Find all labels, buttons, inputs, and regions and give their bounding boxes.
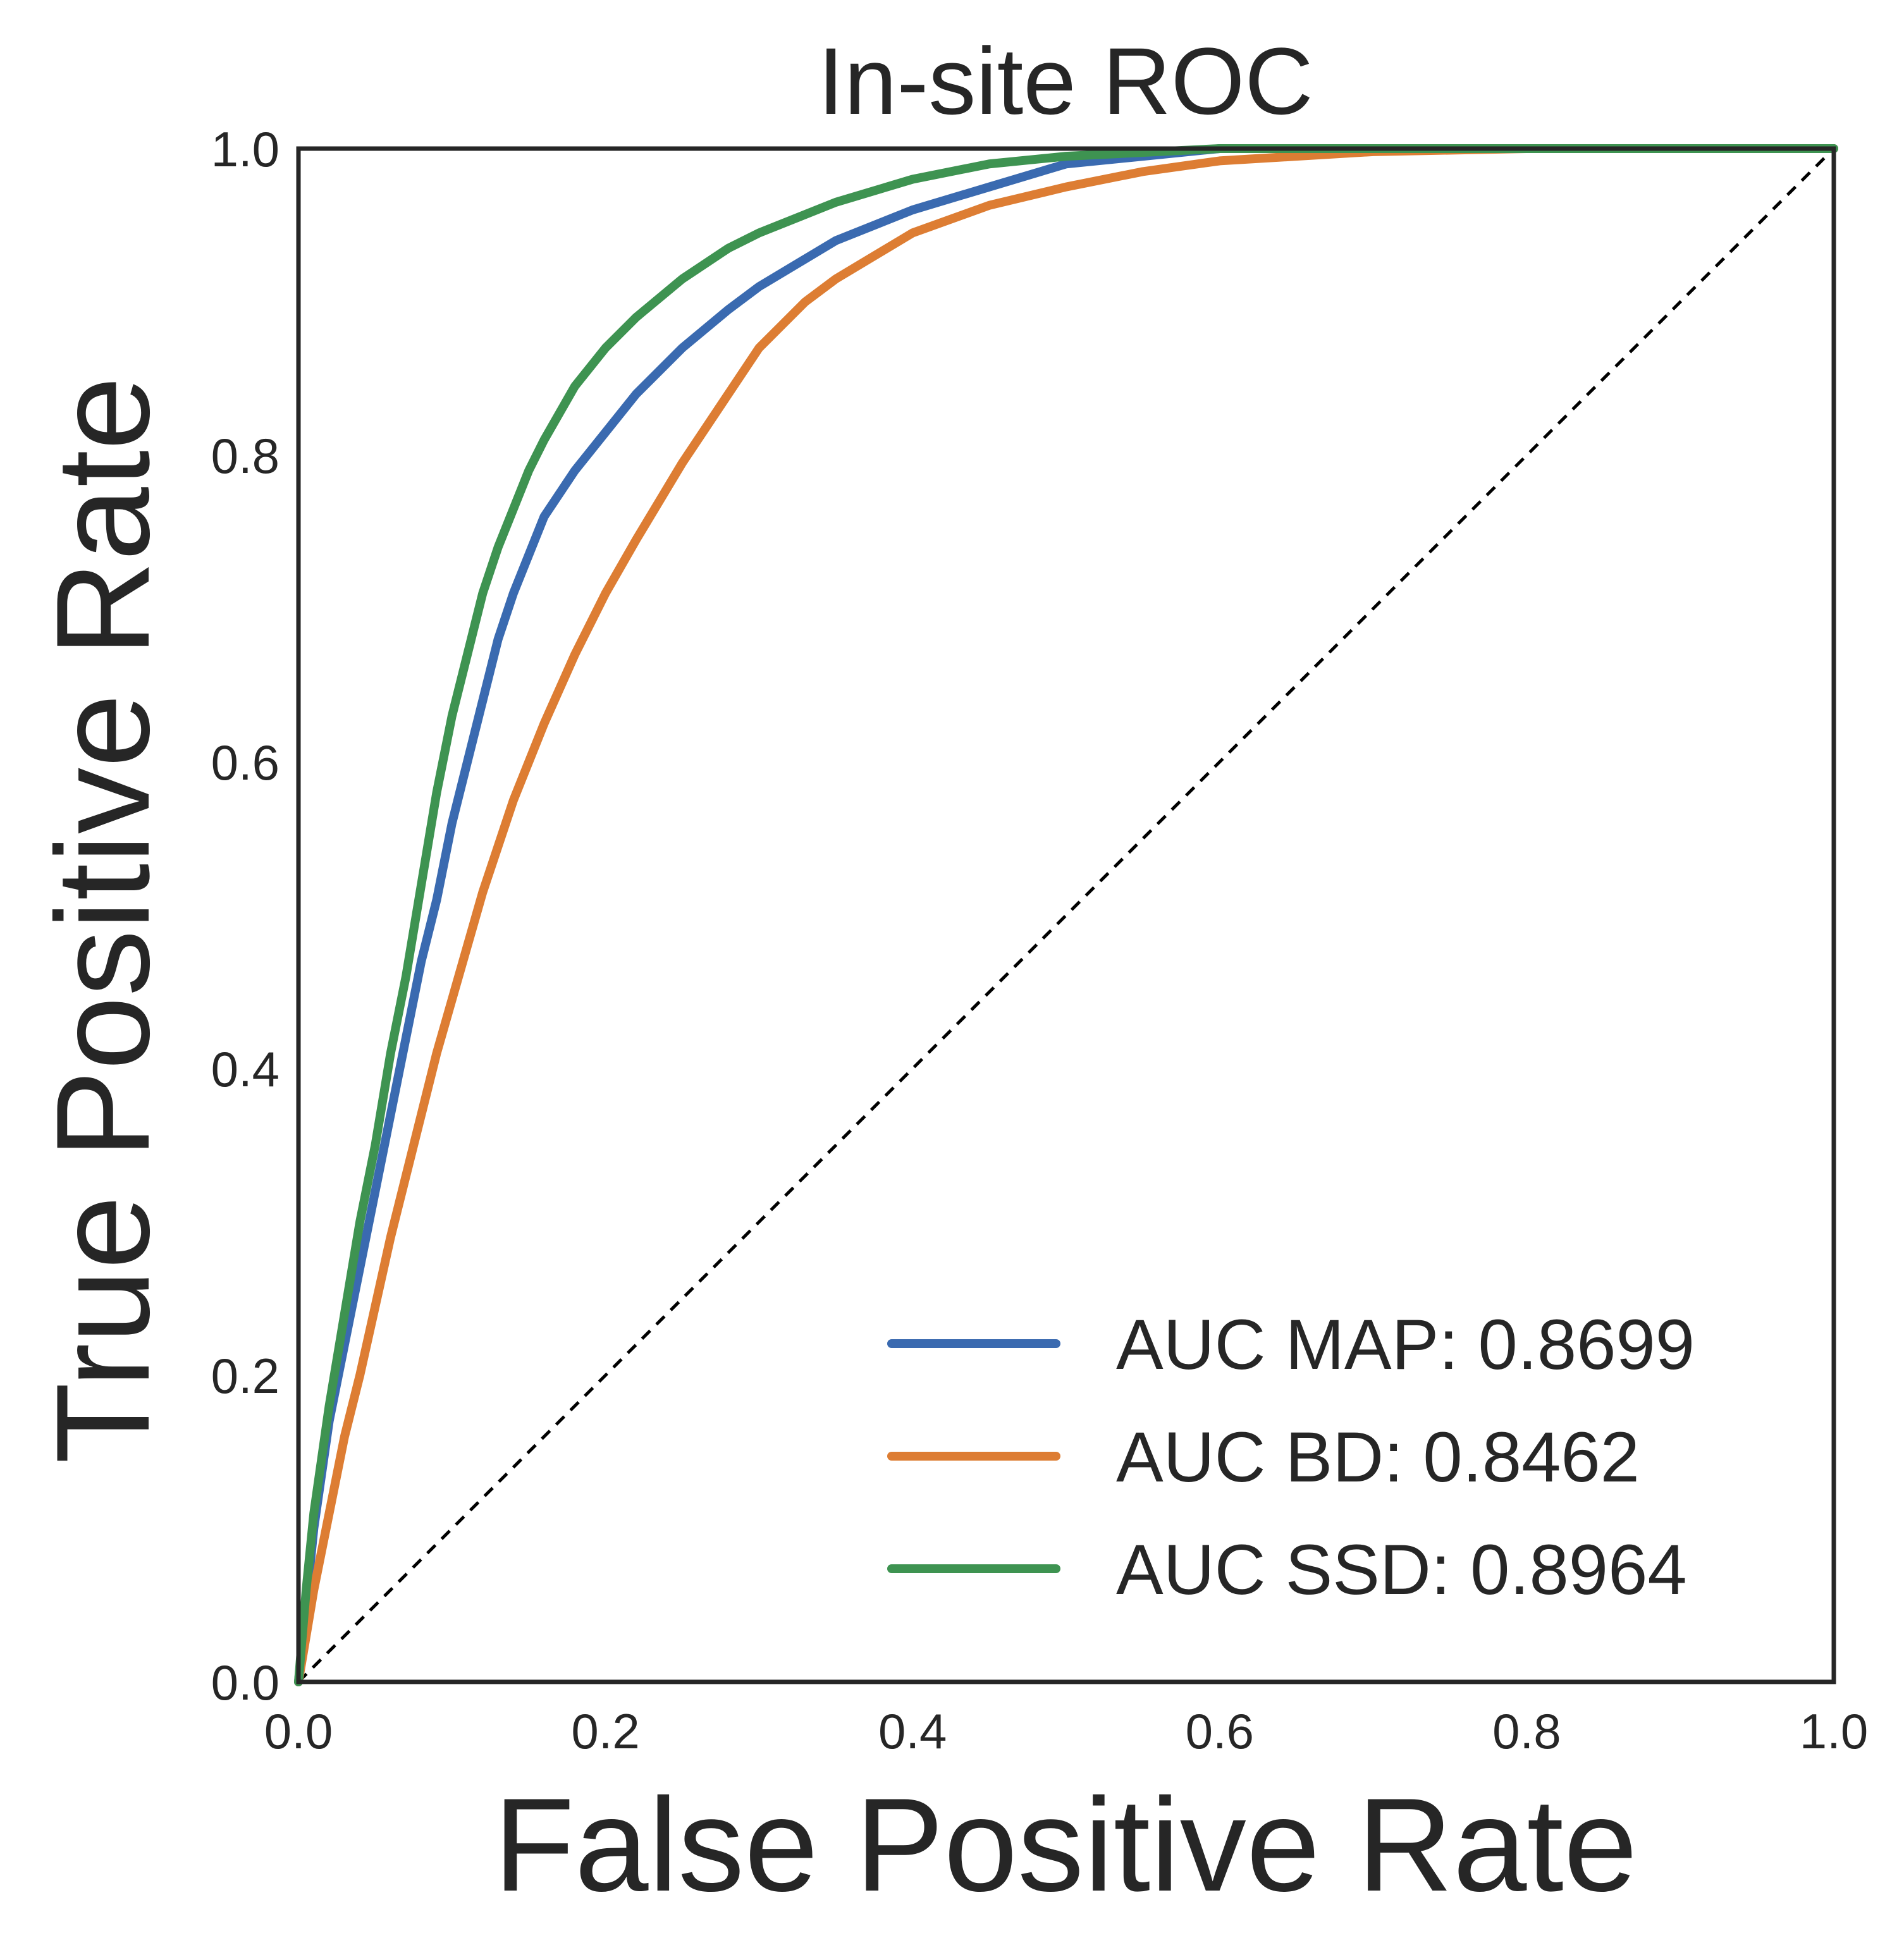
x-tick-label: 0.4 — [878, 1703, 947, 1759]
x-tick-label: 0.2 — [571, 1703, 639, 1759]
x-tick-labels: 0.0 0.2 0.4 0.6 0.8 1.0 — [264, 1703, 1868, 1759]
y-axis-label: True Positive Rate — [28, 376, 177, 1464]
y-tick-labels: 0.0 0.2 0.4 0.6 0.8 1.0 — [211, 121, 279, 1710]
y-tick-label: 0.2 — [211, 1348, 279, 1404]
legend-label: AUC BD: 0.8462 — [1116, 1418, 1640, 1497]
series-line — [294, 144, 1838, 1686]
y-tick-label: 1.0 — [211, 121, 279, 177]
y-tick-label: 0.4 — [211, 1041, 279, 1097]
x-axis-label: False Positive Rate — [493, 1770, 1637, 1919]
x-tick-label: 1.0 — [1800, 1703, 1868, 1759]
series-line — [294, 144, 1838, 1686]
legend: AUC MAP: 0.8699 AUC BD: 0.8462 AUC SSD: 0.… — [887, 1305, 1695, 1609]
y-tick-label: 0.0 — [211, 1655, 279, 1710]
x-tick-label: 0.8 — [1492, 1703, 1561, 1759]
plot-area — [294, 144, 1838, 1686]
series-line — [294, 144, 1838, 1686]
y-tick-label: 0.6 — [211, 735, 279, 790]
chart-title: In-site ROC — [818, 28, 1313, 134]
x-tick-label: 0.6 — [1186, 1703, 1254, 1759]
y-tick-label: 0.8 — [211, 428, 279, 484]
series-lines — [294, 144, 1838, 1686]
legend-label: AUC SSD: 0.8964 — [1116, 1530, 1687, 1609]
legend-label: AUC MAP: 0.8699 — [1116, 1305, 1695, 1384]
x-tick-label: 0.0 — [264, 1703, 333, 1759]
plot-frame — [296, 146, 1836, 1684]
reference-diagonal-line — [297, 147, 1835, 1683]
